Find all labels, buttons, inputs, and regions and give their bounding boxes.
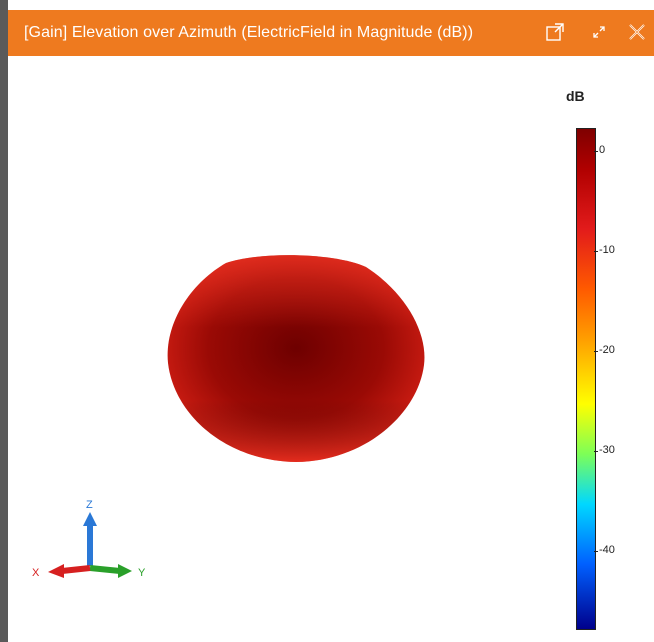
expand-icon bbox=[593, 26, 605, 38]
y-axis-label: Y bbox=[138, 567, 146, 579]
tick-mark bbox=[594, 451, 598, 452]
z-axis-label: Z bbox=[86, 499, 93, 511]
title-bar[interactable]: [Gain] Elevation over Azimuth (ElectricF… bbox=[8, 10, 654, 56]
colorbar-unit: dB bbox=[566, 88, 585, 104]
tick-mark bbox=[594, 151, 598, 152]
window-title: [Gain] Elevation over Azimuth (ElectricF… bbox=[24, 24, 474, 41]
close-icon bbox=[629, 24, 645, 40]
popout-button[interactable] bbox=[541, 18, 569, 46]
window-frame bbox=[0, 0, 8, 642]
radiation-pattern[interactable] bbox=[166, 253, 426, 463]
x-axis-label: X bbox=[32, 567, 40, 579]
tick-mark bbox=[594, 351, 598, 352]
close-button[interactable] bbox=[623, 18, 651, 46]
axis-triad: Z X Y bbox=[32, 499, 146, 579]
tick-label-40: -40 bbox=[599, 544, 615, 556]
tick-mark bbox=[594, 551, 598, 552]
expand-button[interactable] bbox=[585, 18, 613, 46]
popout-icon bbox=[546, 23, 564, 41]
tick-label-20: -20 bbox=[599, 344, 615, 356]
plot-area[interactable]: dB 0 -10 -20 -30 -40 Z X Y bbox=[8, 56, 654, 642]
tick-label-30: -30 bbox=[599, 444, 615, 456]
colorbar bbox=[576, 128, 596, 630]
tick-label-0: 0 bbox=[599, 144, 606, 156]
tick-mark bbox=[594, 251, 598, 252]
tick-label-10: -10 bbox=[599, 244, 615, 256]
